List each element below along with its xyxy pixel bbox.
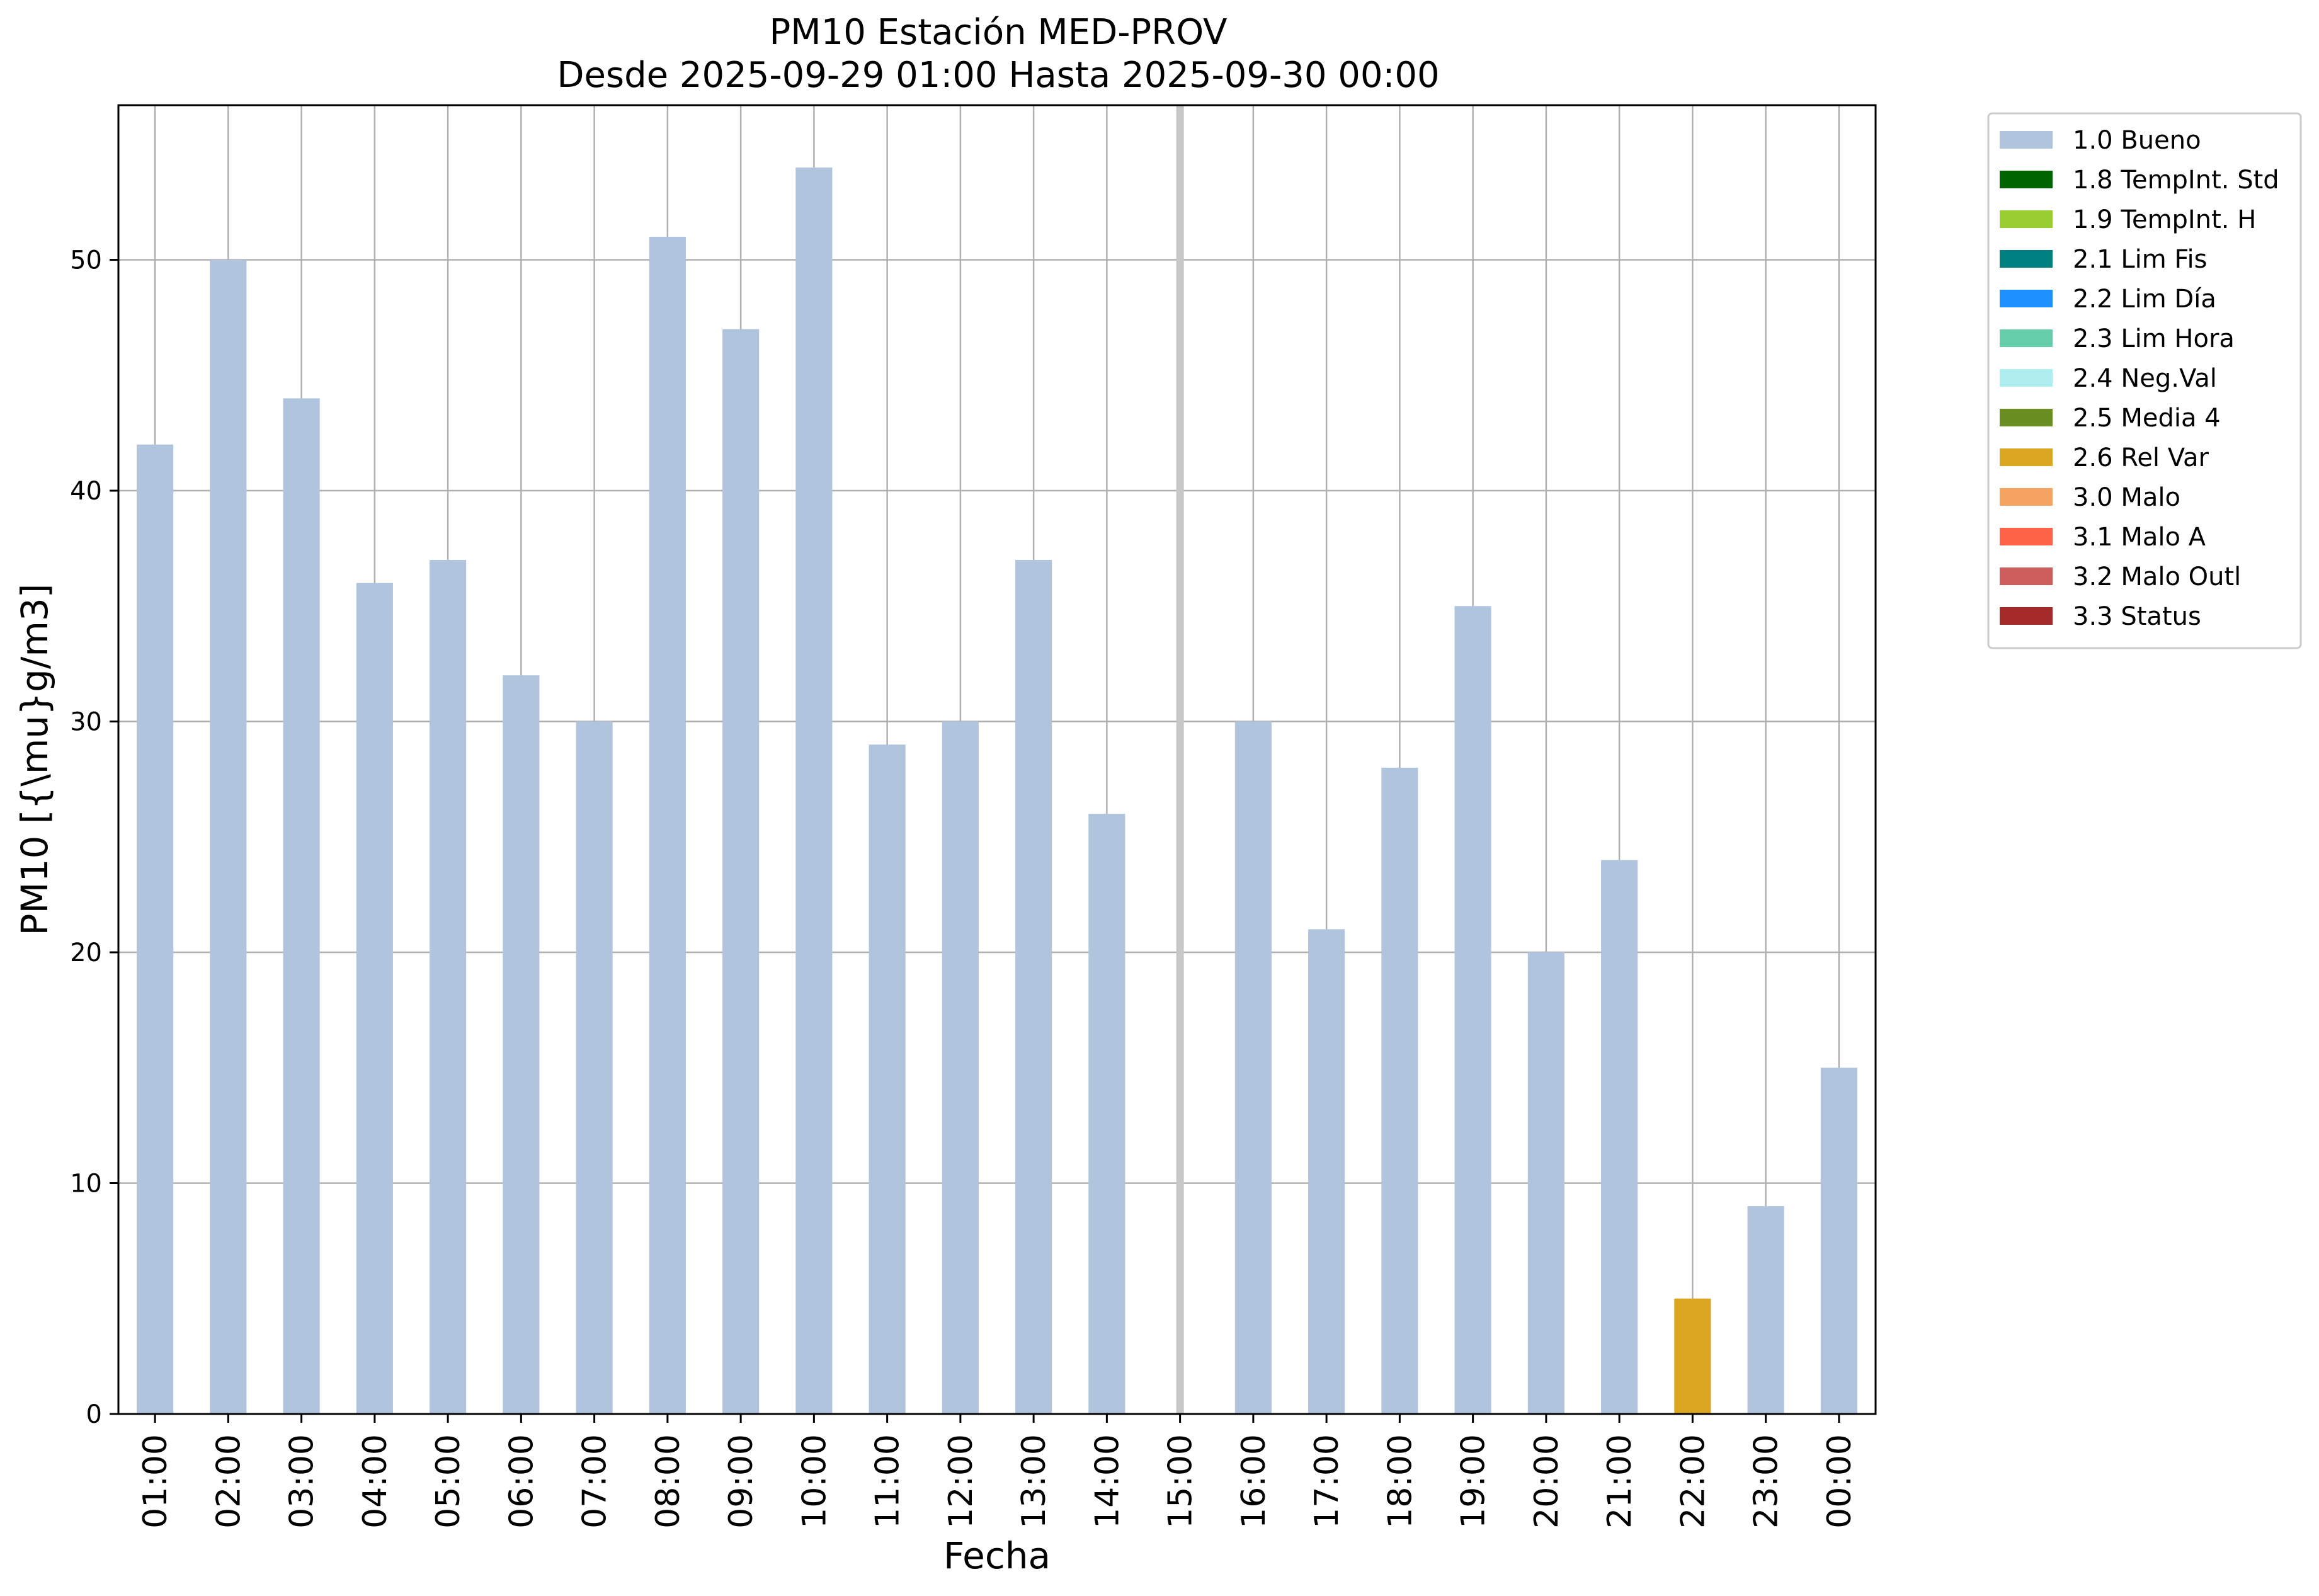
bar <box>576 721 613 1414</box>
bar <box>1234 721 1272 1414</box>
bar <box>1527 952 1564 1414</box>
x-tick-label: 14:00 <box>1088 1434 1126 1529</box>
bar <box>1381 767 1418 1414</box>
legend-swatch <box>2000 528 2053 545</box>
plot-frame <box>117 104 1877 1415</box>
legend-label: 2.4 Neg.Val <box>2073 364 2217 393</box>
x-tick-label: 17:00 <box>1308 1434 1346 1529</box>
bars <box>137 167 1857 1415</box>
legend-swatch <box>2000 290 2053 307</box>
legend-swatch <box>2000 488 2053 506</box>
x-tick-label: 06:00 <box>503 1434 540 1529</box>
x-tick-label: 13:00 <box>1015 1434 1053 1529</box>
x-tick-label: 23:00 <box>1748 1434 1786 1529</box>
x-tick-label: 10:00 <box>795 1434 833 1529</box>
x-tick-label: 04:00 <box>356 1434 394 1529</box>
legend-label: 1.8 TempInt. Std <box>2073 166 2279 195</box>
x-tick-label: 15:00 <box>1162 1434 1200 1529</box>
bar <box>649 236 686 1415</box>
bar <box>722 329 760 1414</box>
legend-label: 1.0 Bueno <box>2073 126 2201 155</box>
x-tick-label: 22:00 <box>1674 1434 1712 1529</box>
legend-label: 2.3 Lim Hora <box>2073 324 2235 353</box>
bar <box>283 398 320 1415</box>
y-tick-label: 40 <box>70 477 102 506</box>
axis-ticks: 0 10 20 30 40 50 01:00 02:00 03:00 04:00 05:00 06:0… <box>70 246 1859 1529</box>
legend-swatch <box>2000 607 2053 625</box>
chart-subtitle: Desde 2025-09-29 01:00 Hasta 2025-09-30 … <box>557 55 1439 96</box>
legend-label: 1.9 TempInt. H <box>2073 205 2256 234</box>
legend-swatch <box>2000 171 2053 188</box>
x-tick-label: 00:00 <box>1821 1434 1859 1529</box>
y-tick-label: 10 <box>70 1170 102 1199</box>
bar <box>795 167 833 1414</box>
bar <box>1015 559 1052 1415</box>
legend-swatch <box>2000 369 2053 387</box>
legend-swatch <box>2000 409 2053 426</box>
y-tick-label: 20 <box>70 938 102 967</box>
x-tick-label: 18:00 <box>1381 1434 1419 1529</box>
x-tick-label: 11:00 <box>869 1434 907 1529</box>
bar <box>1308 929 1345 1414</box>
legend: 1.0 Bueno 1.8 TempInt. Std 1.9 TempInt. H 2… <box>1987 112 2302 649</box>
bar <box>210 259 247 1415</box>
x-tick-label: 09:00 <box>722 1434 760 1529</box>
x-tick-label: 03:00 <box>283 1434 321 1529</box>
bar <box>1088 814 1125 1414</box>
x-tick-label: 16:00 <box>1235 1434 1273 1529</box>
bar <box>430 559 467 1415</box>
y-tick-label: 30 <box>70 708 102 737</box>
y-tick-label: 50 <box>70 246 102 275</box>
bar <box>1820 1068 1857 1414</box>
y-axis-title: PM10 [{\mu}g/m3] <box>13 584 56 936</box>
x-tick-label: 21:00 <box>1601 1434 1639 1529</box>
x-tick-label: 02:00 <box>210 1434 248 1529</box>
x-tick-label: 05:00 <box>430 1434 467 1529</box>
bar <box>1747 1206 1784 1414</box>
bar <box>1454 606 1491 1414</box>
bar <box>1674 1298 1711 1414</box>
legend-swatch <box>2000 210 2053 228</box>
x-tick-label: 07:00 <box>576 1434 614 1529</box>
bar <box>503 675 540 1414</box>
legend-label: 3.0 Malo <box>2073 483 2180 512</box>
bar <box>869 744 906 1414</box>
legend-label: 3.1 Malo A <box>2073 523 2206 552</box>
y-tick-label: 0 <box>86 1400 102 1429</box>
bar <box>356 583 393 1414</box>
x-axis-title: Fecha <box>943 1534 1051 1577</box>
legend-label: 3.3 Status <box>2073 602 2201 631</box>
x-tick-label: 01:00 <box>137 1434 174 1529</box>
x-tick-label: 20:00 <box>1528 1434 1566 1529</box>
legend-swatch <box>2000 329 2053 347</box>
legend-swatch <box>2000 448 2053 466</box>
x-tick-label: 08:00 <box>649 1434 687 1529</box>
legend-swatch <box>2000 131 2053 149</box>
legend-label: 2.5 Media 4 <box>2073 404 2221 433</box>
legend-box <box>1987 112 2302 649</box>
x-tick-label: 19:00 <box>1455 1434 1493 1529</box>
legend-label: 2.2 Lim Día <box>2073 285 2216 314</box>
missing-data-band <box>1176 105 1184 1414</box>
legend-label: 2.6 Rel Var <box>2073 443 2209 472</box>
x-tick-label: 12:00 <box>942 1434 980 1529</box>
bar <box>1601 860 1638 1414</box>
legend-swatch <box>2000 250 2053 268</box>
legend-swatch <box>2000 567 2053 585</box>
bar <box>137 444 174 1414</box>
bar <box>942 721 979 1414</box>
legend-label: 3.2 Malo Outl <box>2073 562 2241 591</box>
missing-data-marker <box>1176 105 1184 1414</box>
chart-title: PM10 Estación MED-PROV <box>770 12 1228 53</box>
legend-label: 2.1 Lim Fis <box>2073 245 2207 274</box>
